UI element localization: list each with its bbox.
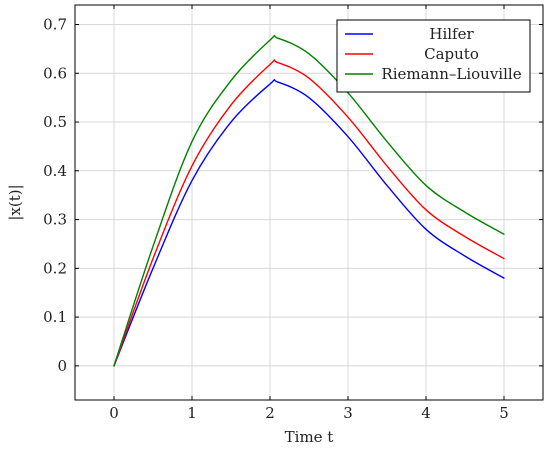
y-axis-label: |x(t)| — [6, 184, 24, 220]
y-tick-label: 0.5 — [43, 113, 67, 131]
x-tick-label: 5 — [499, 404, 509, 422]
y-tick-label: 0.2 — [43, 259, 67, 277]
x-tick-label: 3 — [343, 404, 353, 422]
x-axis-label: Time t — [285, 428, 334, 446]
series-line — [113, 78, 505, 367]
axis-ticks: 0 1 2 3 4 5 0 0.1 0.2 0.3 0.4 0.5 0.6 0.7 — [43, 5, 543, 422]
y-tick-label: 0 — [57, 357, 67, 375]
y-tick-label: 0.6 — [43, 64, 67, 82]
y-tick-label: 0.1 — [43, 308, 67, 326]
legend-label: Caputo — [424, 45, 479, 63]
legend: Hilfer Caputo Riemann–Liouville — [336, 19, 531, 93]
series-line — [113, 34, 505, 367]
x-tick-label: 2 — [265, 404, 275, 422]
legend-label: Hilfer — [429, 25, 474, 43]
series-lines — [113, 34, 505, 367]
x-tick-label: 4 — [421, 404, 431, 422]
legend-box — [336, 19, 531, 93]
y-tick-label: 0.4 — [43, 162, 67, 180]
y-tick-label: 0.7 — [43, 16, 67, 34]
plot-frame — [74, 4, 544, 401]
legend-label: Riemann–Liouville — [381, 65, 521, 83]
y-tick-label: 0.3 — [43, 211, 67, 229]
x-tick-label: 0 — [109, 404, 119, 422]
x-tick-label: 1 — [187, 404, 197, 422]
series-line — [113, 59, 505, 367]
